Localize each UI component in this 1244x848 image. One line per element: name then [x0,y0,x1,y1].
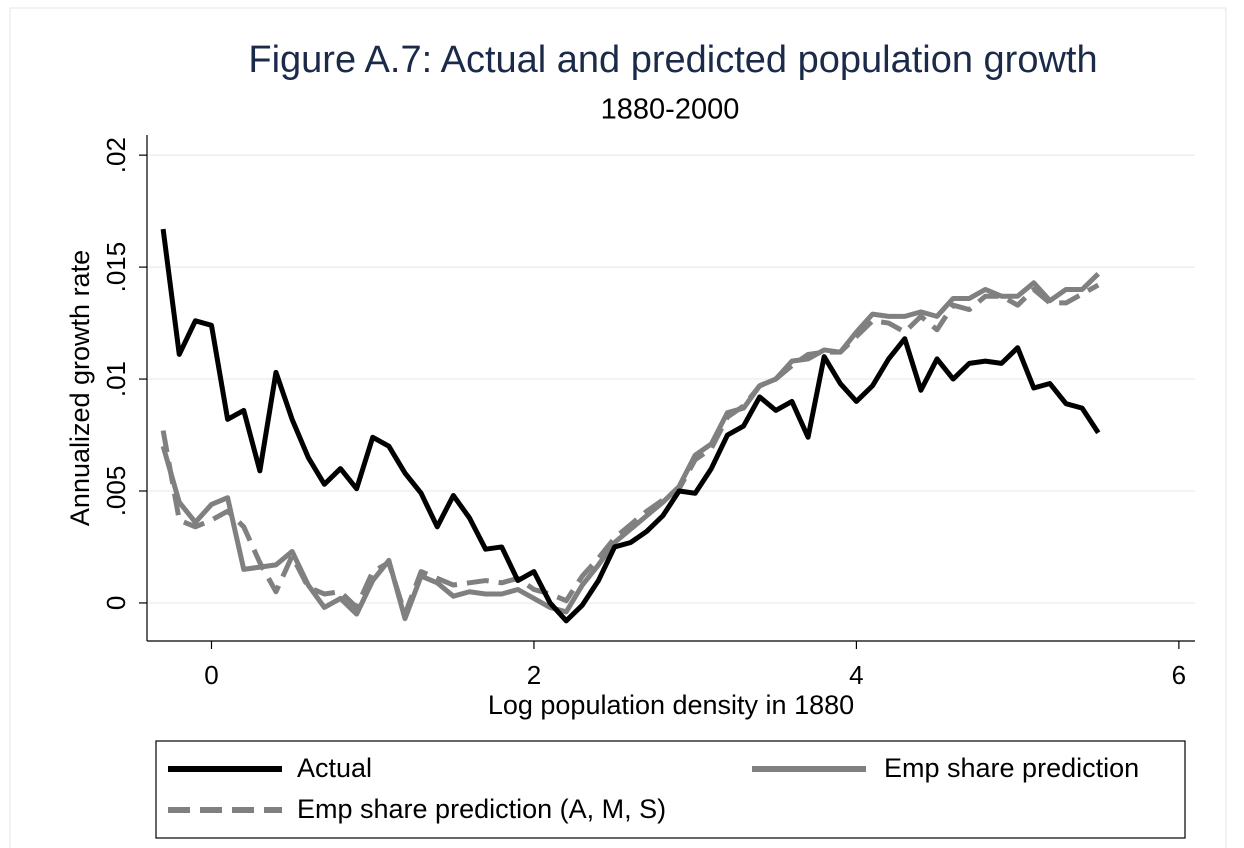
legend-label: Emp share prediction [884,753,1139,783]
chart-title: Figure A.7: Actual and predicted populat… [248,39,1097,81]
x-tick-label: 6 [1172,660,1186,690]
y-tick-label: .02 [101,137,131,173]
y-axis-label: Annualized growth rate [65,250,95,526]
legend-label: Emp share prediction (A, M, S) [297,794,666,824]
y-tick-label: .005 [101,466,131,517]
x-tick-label: 2 [527,660,541,690]
legend-label: Actual [297,753,372,783]
y-tick-label: .01 [101,361,131,397]
y-tick-label: 0 [101,596,131,610]
y-tick-label: .015 [101,242,131,293]
chart-frame [9,7,1227,848]
series-line [160,282,1100,617]
series-line [160,228,1101,624]
x-axis-label: Log population density in 1880 [488,690,854,720]
legend-box [155,740,1186,839]
chart-subtitle: 1880-2000 [601,94,740,126]
x-tick-label: 4 [849,660,863,690]
series-line [160,272,1101,622]
x-tick-label: 0 [204,660,218,690]
